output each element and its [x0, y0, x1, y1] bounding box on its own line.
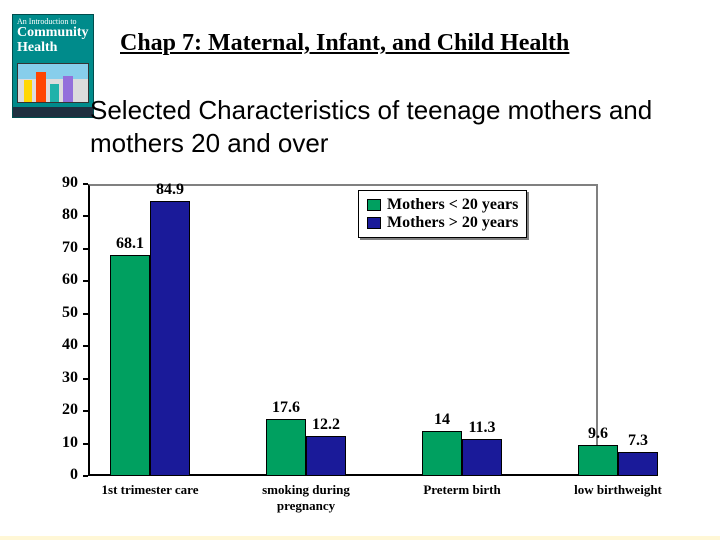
book-title-word-2: Health [13, 41, 93, 56]
legend-label: Mothers > 20 years [387, 214, 518, 232]
legend-swatch [367, 199, 381, 211]
slide: An Introduction to Community Health Chap… [0, 0, 720, 540]
y-axis-tick [83, 183, 88, 185]
bar [110, 255, 150, 476]
chart-subtitle: Selected Characteristics of teenage moth… [90, 94, 680, 159]
bar [150, 201, 190, 476]
y-axis-tick [83, 475, 88, 477]
y-axis-label: 30 [40, 369, 78, 387]
bar-value-label: 84.9 [144, 181, 196, 199]
bar-value-label: 11.3 [456, 419, 508, 437]
legend-label: Mothers < 20 years [387, 196, 518, 214]
book-cover-illustration [17, 63, 89, 103]
book-authors-bar [13, 107, 93, 117]
x-axis-label: 1st trimester care [94, 482, 206, 498]
x-axis-label: Preterm birth [406, 482, 518, 498]
bar-chart: Mothers < 20 yearsMothers > 20 years 0 10… [40, 178, 630, 526]
chapter-title: Chap 7: Maternal, Infant, and Child Heal… [120, 30, 569, 57]
bar-value-label: 17.6 [260, 399, 312, 417]
y-axis-label: 10 [40, 434, 78, 452]
bar [462, 439, 502, 476]
x-axis-label: smoking during pregnancy [250, 482, 362, 514]
y-axis-label: 40 [40, 336, 78, 354]
y-axis-tick [83, 345, 88, 347]
bar-value-label: 68.1 [104, 235, 156, 253]
y-axis-label: 60 [40, 271, 78, 289]
y-axis-tick [83, 410, 88, 412]
y-axis-label: 0 [40, 466, 78, 484]
legend-swatch [367, 217, 381, 229]
y-axis-label: 70 [40, 239, 78, 257]
decorative-bottom-strip [0, 536, 720, 540]
y-axis-label: 90 [40, 174, 78, 192]
y-axis-tick [83, 443, 88, 445]
legend-item: Mothers > 20 years [367, 214, 518, 232]
legend-item: Mothers < 20 years [367, 196, 518, 214]
book-cover-thumbnail: An Introduction to Community Health [12, 14, 94, 118]
x-axis-label: low birthweight [562, 482, 674, 498]
bar-value-label: 7.3 [612, 432, 664, 450]
y-axis-label: 80 [40, 206, 78, 224]
bar [306, 436, 346, 476]
y-axis-tick [83, 215, 88, 217]
book-title-word-1: Community [13, 26, 93, 41]
y-axis-label: 20 [40, 401, 78, 419]
y-axis-tick [83, 280, 88, 282]
legend: Mothers < 20 yearsMothers > 20 years [358, 190, 527, 238]
y-axis-tick [83, 248, 88, 250]
bar-value-label: 12.2 [300, 416, 352, 434]
bar [618, 452, 658, 476]
y-axis-tick [83, 378, 88, 380]
y-axis-tick [83, 313, 88, 315]
bar [422, 431, 462, 476]
y-axis-label: 50 [40, 304, 78, 322]
